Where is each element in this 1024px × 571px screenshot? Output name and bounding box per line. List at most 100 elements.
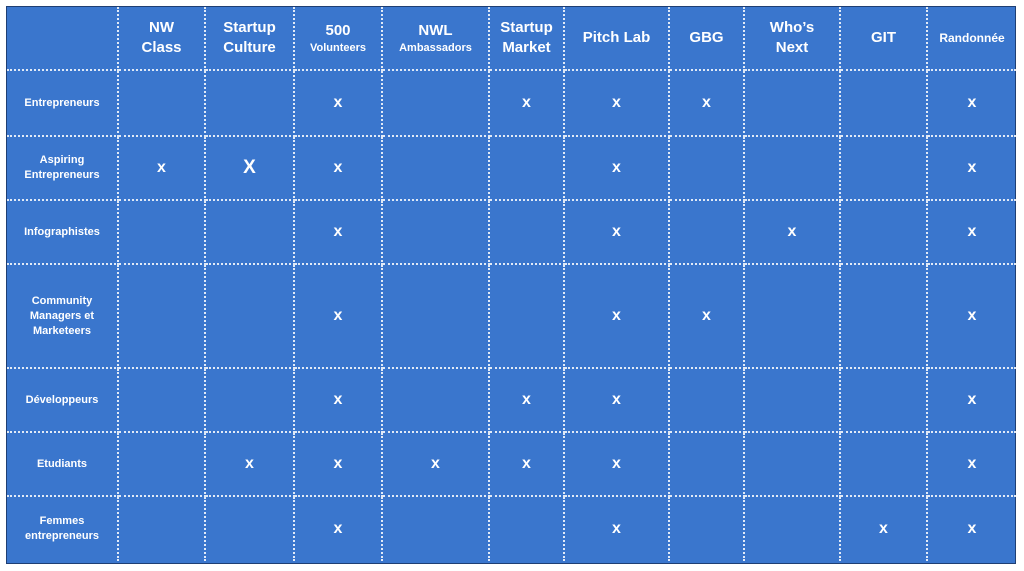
column-header: Startup Culture [206, 7, 295, 71]
table-cell [206, 201, 295, 265]
column-header: Pitch Lab [565, 7, 670, 71]
column-header-label: Startup Market [500, 19, 553, 56]
table-cell-marked: x [928, 265, 1016, 369]
column-header-sublabel: Ambassadors [399, 42, 472, 54]
check-mark: x [333, 94, 343, 111]
row-header: Aspiring Entrepreneurs [7, 137, 119, 201]
table-cell-marked: x [206, 433, 295, 497]
table-cell [490, 497, 565, 561]
table-cell-marked: x [490, 369, 565, 433]
table-cell [841, 433, 928, 497]
table-cell [670, 369, 745, 433]
table-cell-marked: x [490, 433, 565, 497]
table-cell-marked: x [565, 137, 670, 201]
table-cell-marked: X [206, 137, 295, 201]
table-cell-marked: x [565, 433, 670, 497]
check-mark: x [612, 391, 621, 408]
table-cell-marked: x [295, 433, 383, 497]
table-cell [383, 201, 490, 265]
check-mark: x [787, 223, 797, 240]
row-header: Etudiants [7, 433, 119, 497]
table-cell-marked: x [841, 497, 928, 561]
table-cell-marked: x [295, 137, 383, 201]
table-cell [745, 265, 841, 369]
table-cell [119, 433, 206, 497]
table-cell [745, 497, 841, 561]
check-mark: x [612, 307, 621, 324]
table-cell [206, 369, 295, 433]
table-cell [745, 137, 841, 201]
check-mark: x [157, 159, 166, 176]
table-cell [490, 265, 565, 369]
check-mark: x [431, 455, 440, 472]
table-cell [119, 265, 206, 369]
table-cell-marked: x [119, 137, 206, 201]
check-mark: x [702, 307, 711, 324]
column-header-label: GBG [689, 29, 724, 46]
column-header-label: 500 [325, 22, 351, 39]
row-header: Entrepreneurs [7, 71, 119, 137]
check-mark: x [333, 159, 343, 176]
column-header-label: NW Class [141, 19, 182, 56]
table-cell [670, 497, 745, 561]
table-cell [670, 433, 745, 497]
check-mark: x [967, 159, 977, 176]
check-mark: x [333, 520, 343, 537]
table-cell-marked: x [295, 265, 383, 369]
table-cell [841, 369, 928, 433]
table-cell-marked: x [295, 71, 383, 137]
table-cell [841, 201, 928, 265]
table-cell [745, 71, 841, 137]
table-cell-marked: x [928, 71, 1016, 137]
row-header: Développeurs [7, 369, 119, 433]
table-cell-marked: x [383, 433, 490, 497]
check-mark: x [612, 94, 621, 111]
table-cell [841, 71, 928, 137]
check-mark: x [522, 94, 531, 111]
column-header-label: Startup Culture [223, 19, 276, 56]
table-cell [490, 201, 565, 265]
check-mark: X [243, 157, 256, 178]
column-header: Who’s Next [745, 7, 841, 71]
table-cell [206, 497, 295, 561]
table-cell [670, 201, 745, 265]
column-header: Randonnée [928, 7, 1016, 71]
table-cell [383, 369, 490, 433]
row-header: Infographistes [7, 201, 119, 265]
check-mark: x [967, 307, 977, 324]
table-cell [745, 369, 841, 433]
column-header: NWL Ambassadors [383, 7, 490, 71]
table-cell [206, 71, 295, 137]
column-header: GIT [841, 7, 928, 71]
table-cell [383, 265, 490, 369]
row-header: Femmes entrepreneurs [7, 497, 119, 561]
check-mark: x [967, 223, 977, 240]
table-cell-marked: x [928, 369, 1016, 433]
check-mark: x [333, 223, 343, 240]
check-mark: x [702, 94, 711, 111]
table-cell-marked: x [928, 137, 1016, 201]
table-cell-marked: x [295, 369, 383, 433]
table-cell-marked: x [670, 265, 745, 369]
table-cell [841, 137, 928, 201]
check-mark: x [612, 455, 621, 472]
table-cell-marked: x [565, 265, 670, 369]
check-mark: x [612, 520, 621, 537]
corner-cell [7, 7, 119, 71]
audience-program-table: NW Class Startup Culture 500 Volunteers NWL A… [7, 7, 1016, 565]
check-mark: x [333, 307, 343, 324]
table-cell-marked: x [565, 71, 670, 137]
check-mark: x [333, 455, 343, 472]
table-cell [745, 433, 841, 497]
table-cell-marked: x [745, 201, 841, 265]
table-cell-marked: x [928, 433, 1016, 497]
column-header: Startup Market [490, 7, 565, 71]
check-mark: x [967, 391, 977, 408]
table-cell-marked: x [490, 71, 565, 137]
row-header: Community Managers et Marketeers [7, 265, 119, 369]
check-mark: x [612, 159, 621, 176]
check-mark: x [522, 455, 531, 472]
table-cell [119, 71, 206, 137]
table-cell [490, 137, 565, 201]
column-header-label: Randonnée [939, 31, 1005, 45]
